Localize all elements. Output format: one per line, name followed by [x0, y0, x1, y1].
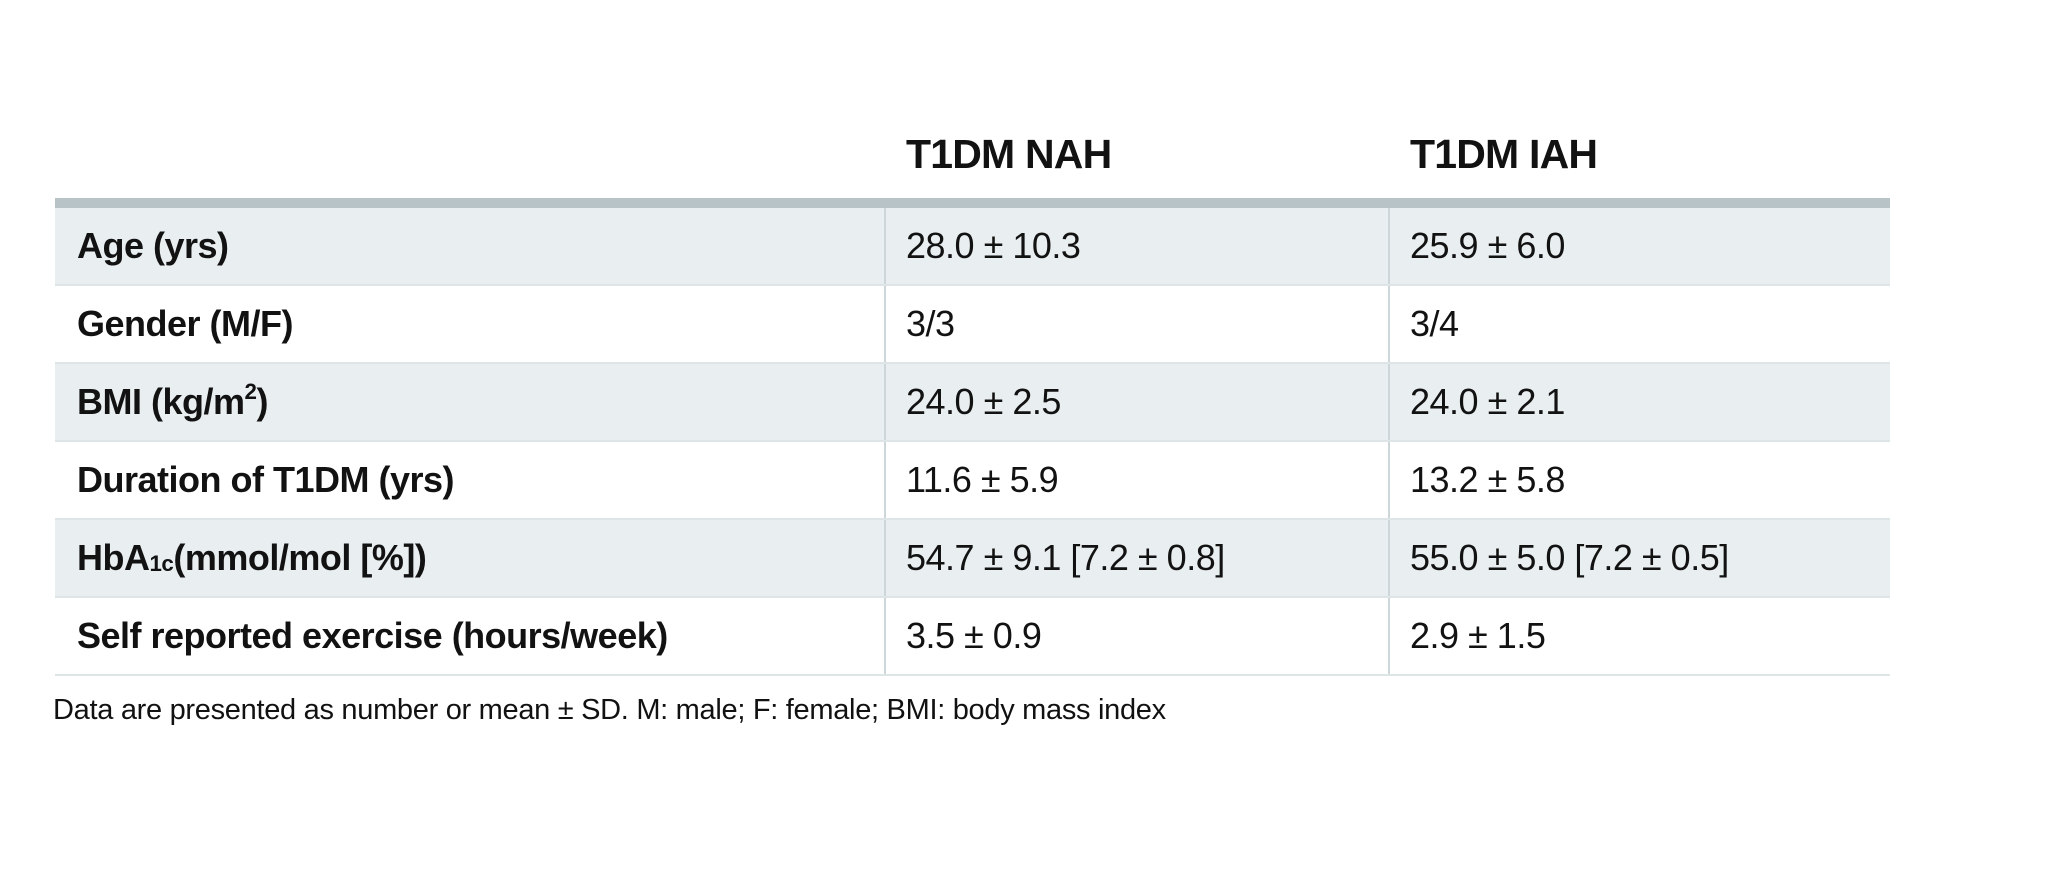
- table-row-gender: Gender (M/F) 3/3 3/4: [55, 286, 1890, 364]
- row-label-text: Age (yrs): [77, 225, 229, 266]
- table-row-duration: Duration of T1DM (yrs) 11.6 ± 5.9 13.2 ±…: [55, 442, 1890, 520]
- column-header-t1dm-iah: T1DM IAH: [1410, 131, 1598, 177]
- row-label-text: BMI (kg/m: [77, 381, 245, 422]
- row-label-text: Duration of T1DM (yrs): [77, 459, 455, 500]
- value-iah: 24.0 ± 2.1: [1388, 364, 1890, 440]
- participant-characteristics-table: T1DM NAH T1DM IAH Age (yrs) 28.0 ± 10.3 …: [53, 95, 1890, 727]
- row-label: Gender (M/F): [55, 286, 884, 362]
- row-label: BMI (kg/m 2): [77, 378, 268, 422]
- table-footnote: Data are presented as number or mean ± S…: [53, 694, 1166, 726]
- row-label: Duration of T1DM (yrs): [55, 442, 884, 518]
- value-nah: 54.7 ± 9.1 [7.2 ± 0.8]: [884, 520, 1388, 596]
- value-iah: 55.0 ± 5.0 [7.2 ± 0.5]: [1388, 520, 1890, 596]
- value-nah: 28.0 ± 10.3: [884, 208, 1388, 284]
- table-row-age: Age (yrs) 28.0 ± 10.3 25.9 ± 6.0: [55, 208, 1890, 286]
- table-row-exercise: Self reported exercise (hours/week) 3.5 …: [55, 598, 1890, 676]
- value-nah: 3/3: [884, 286, 1388, 362]
- value-nah: 24.0 ± 2.5: [884, 364, 1388, 440]
- table-top-rule: [55, 198, 1890, 208]
- table-row-hba1c: HbA 1c (mmol/mol [%]) 54.7 ± 9.1 [7.2 ± 0…: [55, 520, 1890, 598]
- row-label-text: Self reported exercise (hours/week): [77, 615, 668, 656]
- value-iah: 13.2 ± 5.8: [1388, 442, 1890, 518]
- column-header-t1dm-nah: T1DM NAH: [906, 131, 1112, 177]
- value-nah: 11.6 ± 5.9: [884, 442, 1388, 518]
- value-nah: 3.5 ± 0.9: [884, 598, 1388, 674]
- table-body: Age (yrs) 28.0 ± 10.3 25.9 ± 6.0 Gender …: [55, 208, 1890, 676]
- value-iah: 2.9 ± 1.5: [1388, 598, 1890, 674]
- row-label-text: Gender (M/F): [77, 303, 294, 344]
- row-label: Self reported exercise (hours/week): [55, 598, 884, 674]
- value-iah: 25.9 ± 6.0: [1388, 208, 1890, 284]
- row-label: HbA 1c (mmol/mol [%]): [77, 537, 427, 578]
- row-label: Age (yrs): [55, 208, 884, 284]
- table-header-row: T1DM NAH T1DM IAH: [55, 95, 1890, 198]
- column-header-empty: [55, 178, 884, 198]
- value-iah: 3/4: [1388, 286, 1890, 362]
- table-row-bmi: BMI (kg/m 2) 24.0 ± 2.5 24.0 ± 2.1: [55, 364, 1890, 442]
- row-label-text-end: ): [256, 381, 268, 422]
- row-label-text: HbA: [77, 537, 150, 578]
- row-label-text-end: (mmol/mol [%]): [173, 537, 427, 578]
